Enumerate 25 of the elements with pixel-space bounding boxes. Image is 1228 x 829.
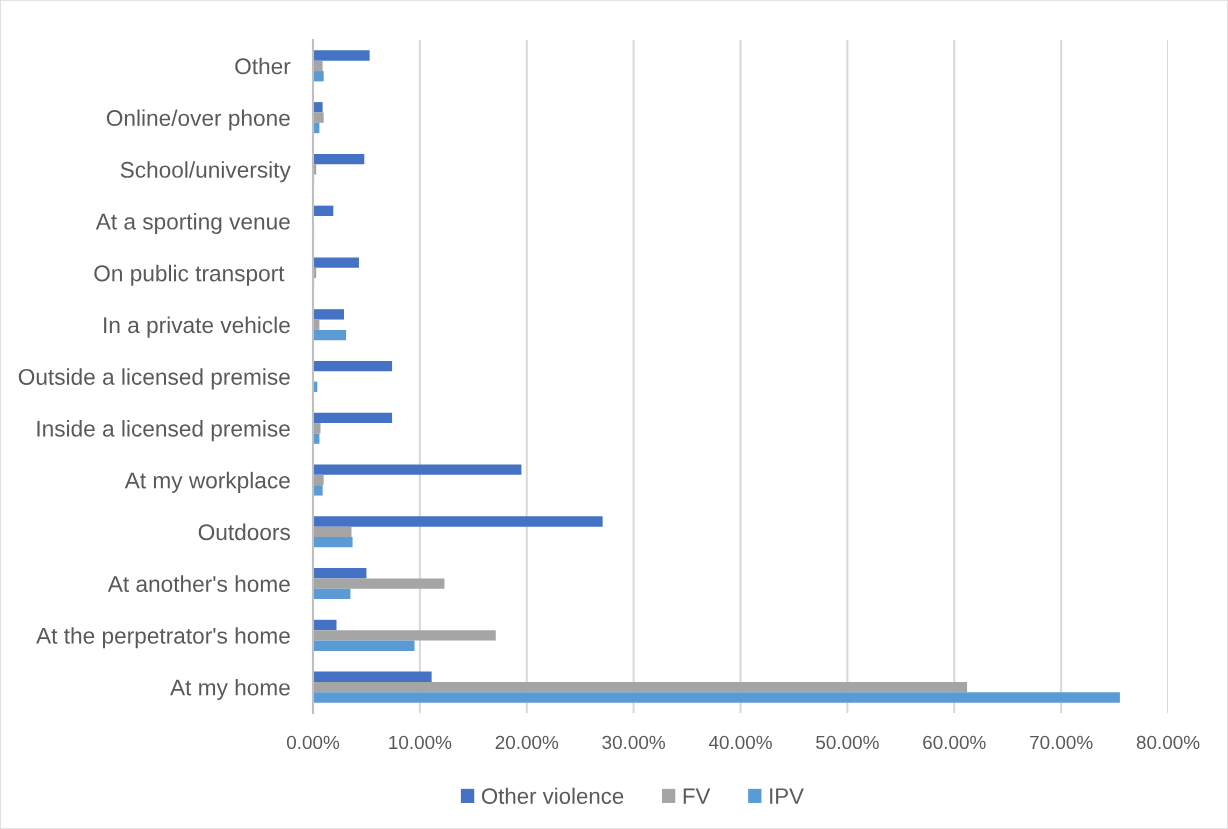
y-tick-label: Outdoors	[198, 523, 290, 541]
legend-label: IPV	[770, 788, 804, 804]
legend-label: Other violence	[481, 787, 624, 804]
y-tick-label: In a private vehicle	[104, 316, 290, 338]
y-tick-label: At the perpetrator's home	[36, 627, 290, 649]
x-tick-label: 40.00%	[708, 735, 772, 750]
y-tick-label: At my home	[170, 678, 290, 701]
y-tick-label: At a sporting venue	[95, 212, 290, 235]
y-tick-label: School/university	[120, 161, 291, 183]
legend-label: FV	[683, 788, 711, 804]
y-tick-label: At another's home	[107, 575, 290, 592]
y-tick-label: Inside a licensed premise	[37, 420, 290, 442]
x-tick-label: 0.00%	[286, 735, 340, 750]
x-tick-label: 60.00%	[923, 735, 986, 750]
y-tick-label: Online/over phone	[106, 109, 290, 131]
y-tick-label: On public transport	[94, 264, 285, 286]
x-tick-label: 70.00%	[1030, 735, 1093, 750]
x-tick-label: 20.00%	[495, 735, 559, 750]
x-tick-label: 80.00%	[1136, 735, 1200, 750]
x-tick-label: 50.00%	[816, 735, 879, 750]
y-tick-label: Other	[235, 57, 291, 75]
y-tick-label: Outside a licensed premise	[18, 368, 290, 390]
x-tick-label: 30.00%	[602, 735, 665, 750]
y-tick-label: At my workplace	[124, 471, 290, 493]
x-tick-label: 10.00%	[389, 735, 452, 750]
